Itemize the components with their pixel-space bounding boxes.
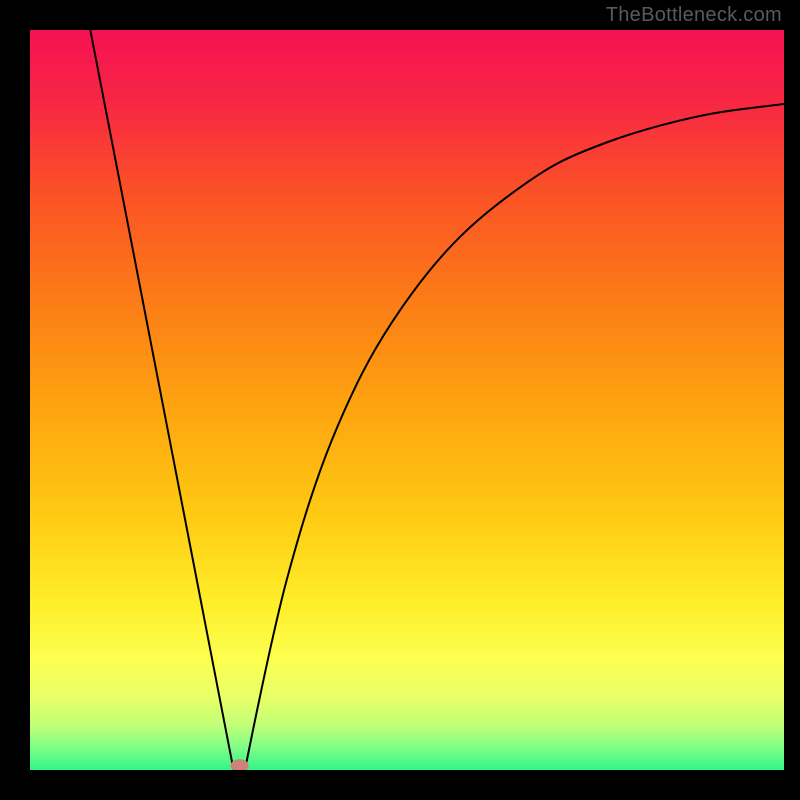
- plot-area: [30, 30, 784, 770]
- background-gradient: [30, 30, 784, 770]
- watermark-text: TheBottleneck.com: [606, 4, 782, 27]
